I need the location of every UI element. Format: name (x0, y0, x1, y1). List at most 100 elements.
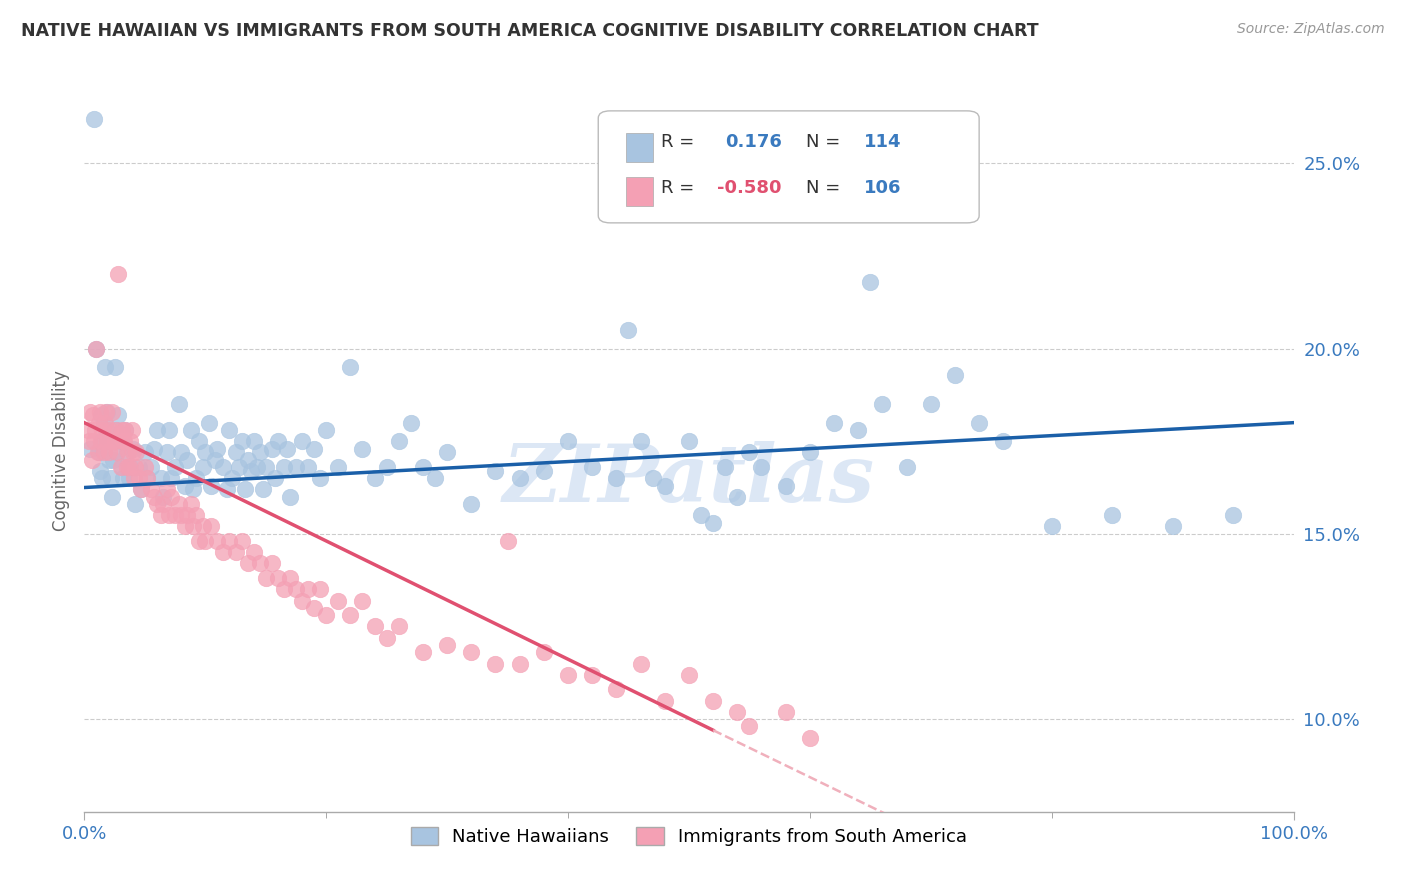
Point (80, 452, 103, 467)
Point (775, 705, 797, 719)
Point (702, 693, 724, 707)
Point (91, 434, 114, 449)
Point (146, 423, 169, 437)
Point (105, 445, 128, 459)
Point (112, 471, 135, 485)
Point (152, 497, 174, 511)
Point (160, 490, 183, 504)
Point (339, 608, 361, 623)
Point (496, 534, 519, 549)
Point (136, 471, 159, 485)
Point (799, 445, 821, 459)
Legend: Native Hawaiians, Immigrants from South America: Native Hawaiians, Immigrants from South … (404, 820, 974, 854)
Point (678, 434, 700, 449)
Point (96, 404, 118, 418)
Point (276, 442, 298, 456)
Point (702, 516, 724, 530)
Point (139, 460, 162, 475)
Point (191, 460, 214, 475)
Point (104, 423, 127, 437)
Point (194, 445, 217, 459)
Point (136, 471, 159, 485)
Text: R =: R = (661, 134, 700, 152)
Point (302, 442, 325, 456)
Point (200, 519, 222, 533)
Point (122, 471, 145, 485)
Point (165, 508, 187, 523)
Point (273, 460, 295, 475)
Point (170, 508, 193, 523)
Point (352, 442, 374, 456)
Point (533, 645, 555, 659)
Point (155, 445, 177, 459)
Point (165, 460, 187, 475)
Text: NATIVE HAWAIIAN VS IMMIGRANTS FROM SOUTH AMERICA COGNITIVE DISABILITY CORRELATIO: NATIVE HAWAIIAN VS IMMIGRANTS FROM SOUTH… (21, 22, 1039, 40)
Point (200, 478, 222, 492)
Point (79, 442, 101, 456)
Point (100, 434, 122, 449)
Point (484, 464, 506, 478)
Point (112, 434, 135, 449)
Point (315, 423, 337, 437)
Point (557, 667, 579, 681)
Point (114, 423, 136, 437)
Point (291, 593, 314, 607)
Point (83, 434, 105, 449)
Point (423, 471, 446, 485)
Point (509, 471, 531, 485)
Point (157, 423, 180, 437)
Point (204, 452, 226, 467)
Point (98, 434, 121, 449)
Point (412, 460, 434, 475)
Point (284, 460, 308, 475)
Point (641, 471, 664, 485)
Point (231, 534, 253, 549)
Point (302, 601, 325, 615)
Point (86, 445, 108, 459)
Bar (626, 133, 652, 162)
Point (242, 545, 264, 559)
Point (121, 423, 143, 437)
Point (236, 557, 259, 571)
Point (180, 497, 202, 511)
Point (278, 490, 301, 504)
Point (97, 452, 120, 467)
Point (180, 423, 202, 437)
Text: -0.580: -0.580 (717, 179, 782, 197)
Point (714, 460, 737, 475)
Point (246, 460, 269, 475)
Point (352, 593, 374, 607)
Point (605, 471, 627, 485)
Point (114, 423, 136, 437)
Point (260, 442, 283, 456)
Text: 114: 114 (865, 134, 901, 152)
Point (207, 534, 229, 549)
Point (194, 534, 217, 549)
Point (90, 434, 112, 449)
Point (121, 442, 143, 456)
Point (1040, 519, 1063, 533)
Point (1161, 519, 1184, 533)
Point (581, 667, 603, 681)
Point (86, 342, 108, 356)
Point (176, 508, 198, 523)
Y-axis label: Cognitive Disability: Cognitive Disability (52, 370, 70, 531)
Point (129, 483, 152, 497)
Point (91, 423, 114, 437)
Bar (626, 177, 652, 206)
Point (90, 409, 112, 423)
Point (121, 445, 143, 459)
Point (399, 416, 422, 430)
Point (188, 434, 211, 449)
Point (297, 582, 319, 597)
Point (249, 445, 271, 459)
Point (236, 452, 259, 467)
Point (124, 497, 146, 511)
Point (363, 471, 385, 485)
Point (215, 483, 238, 497)
Point (101, 490, 124, 504)
Point (654, 478, 676, 492)
Point (111, 460, 134, 475)
Point (112, 434, 135, 449)
Point (176, 452, 198, 467)
